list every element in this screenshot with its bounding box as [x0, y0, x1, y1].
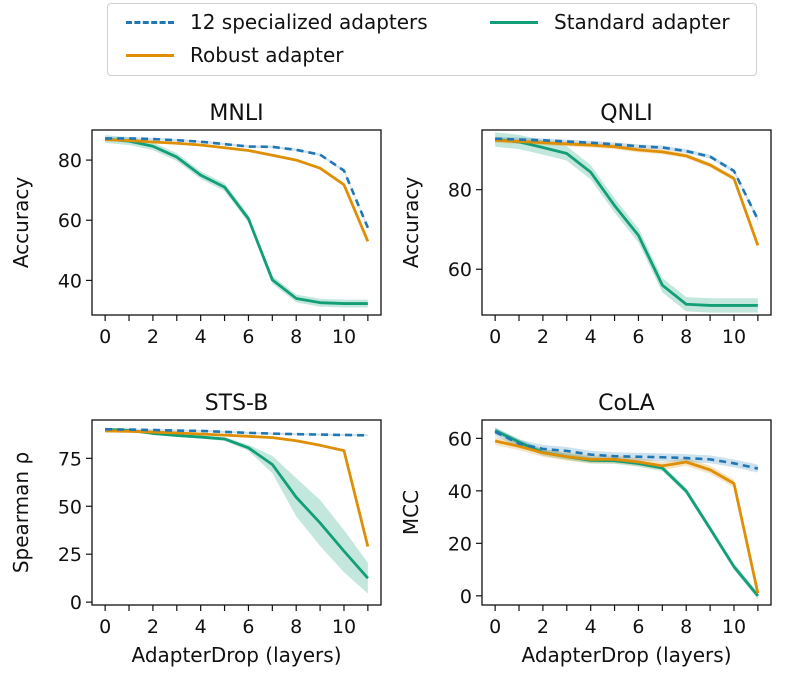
sts-b-x-tick-label: 10 [332, 616, 356, 638]
qnli-x-tick-label: 4 [585, 326, 597, 348]
mnli-x-tick-label: 10 [332, 326, 356, 348]
mnli-x-tick-label: 8 [290, 326, 302, 348]
qnli-line-robust [495, 138, 760, 246]
cola-x-tick-label: 4 [585, 616, 597, 638]
qnli-y-axis-label: Accuracy [399, 177, 423, 268]
cola-axes-frame [481, 419, 772, 606]
cola-y-tick-label: 40 [448, 481, 472, 503]
legend-item-robust: Robust adapter [126, 43, 344, 67]
cola-y-tick-label: 60 [448, 428, 472, 450]
cola-y-axis-label: MCC [399, 490, 423, 535]
qnli-y-tick-label: 80 [448, 180, 472, 202]
cola-title: CoLA [598, 391, 655, 416]
qnli-y-tick-label: 60 [448, 259, 472, 281]
mnli-line-standard [105, 137, 368, 305]
mnli-title: MNLI [209, 101, 263, 126]
mnli-y-tick-label: 80 [58, 150, 82, 172]
qnli-x-tick-label: 6 [632, 326, 644, 348]
legend-swatch-robust [126, 53, 174, 57]
sts-b-y-tick-label: 75 [58, 448, 82, 470]
legend-item-standard: Standard adapter [490, 10, 730, 34]
sts-b-x-tick-label: 4 [195, 616, 207, 638]
cola-x-tick-label: 2 [537, 616, 549, 638]
qnli-band-robust [495, 137, 758, 248]
sts-b-y-axis-label: Spearman ρ [9, 452, 33, 573]
sts-b-x-tick-label: 6 [242, 616, 254, 638]
mnli-band-robust [105, 138, 368, 243]
sts-b-line-specialized [105, 427, 368, 437]
cola-x-axis-label: AdapterDrop (layers) [521, 643, 731, 667]
cola-x-tick-label: 6 [632, 616, 644, 638]
mnli-band-specialized [105, 137, 368, 229]
mnli-x-tick-label: 4 [195, 326, 207, 348]
legend-label-robust: Robust adapter [190, 43, 344, 67]
cola-x-tick-label: 0 [489, 616, 501, 638]
sts-b-x-tick-label: 2 [147, 616, 159, 638]
cola-y-tick-label: 0 [460, 586, 472, 608]
legend-label-standard: Standard adapter [554, 10, 730, 34]
mnli-x-tick-label: 2 [147, 326, 159, 348]
mnli-x-tick-label: 0 [99, 326, 111, 348]
mnli-x-tick-label: 6 [242, 326, 254, 348]
qnli-x-tick-label: 2 [537, 326, 549, 348]
legend-item-specialized: 12 specialized adapters [126, 10, 428, 34]
legend-label-specialized: 12 specialized adapters [190, 10, 428, 34]
legend-swatch-specialized [126, 20, 174, 24]
qnli-title: QNLI [600, 101, 653, 126]
qnli-x-tick-label: 0 [489, 326, 501, 348]
sts-b-band-standard [105, 428, 368, 594]
cola-band-specialized [495, 427, 758, 473]
mnli-y-tick-label: 40 [58, 270, 82, 292]
qnli-line-specialized [495, 137, 760, 221]
sts-b-x-tick-label: 8 [290, 616, 302, 638]
cola-line-specialized [494, 430, 759, 470]
qnli-axes-frame [481, 129, 772, 316]
qnli-x-tick-label: 8 [680, 326, 692, 348]
mnli-y-tick-label: 60 [58, 210, 82, 232]
mnli-axes-frame [91, 129, 382, 316]
sts-b-y-tick-label: 50 [58, 496, 82, 518]
sts-b-x-tick-label: 0 [99, 616, 111, 638]
sts-b-line-standard [105, 427, 369, 580]
qnli-x-tick-label: 10 [722, 326, 746, 348]
sts-b-axes-frame [91, 419, 382, 606]
sts-b-title: STS-B [205, 391, 269, 416]
mnli-line-specialized [105, 137, 370, 229]
cola-x-tick-label: 10 [722, 616, 746, 638]
sts-b-y-tick-label: 0 [70, 592, 82, 614]
mnli-y-axis-label: Accuracy [9, 177, 33, 268]
cola-x-tick-label: 8 [680, 616, 692, 638]
cola-y-tick-label: 20 [448, 533, 472, 555]
qnli-line-standard [494, 138, 758, 307]
sts-b-y-tick-label: 25 [58, 544, 82, 566]
mnli-line-robust [105, 138, 370, 242]
sts-b-line-robust [105, 429, 370, 547]
legend-swatch-standard [490, 20, 538, 24]
sts-b-x-axis-label: AdapterDrop (layers) [131, 643, 341, 667]
cola-line-robust [494, 439, 760, 594]
legend: 12 specialized adapters Standard adapter… [107, 3, 757, 76]
